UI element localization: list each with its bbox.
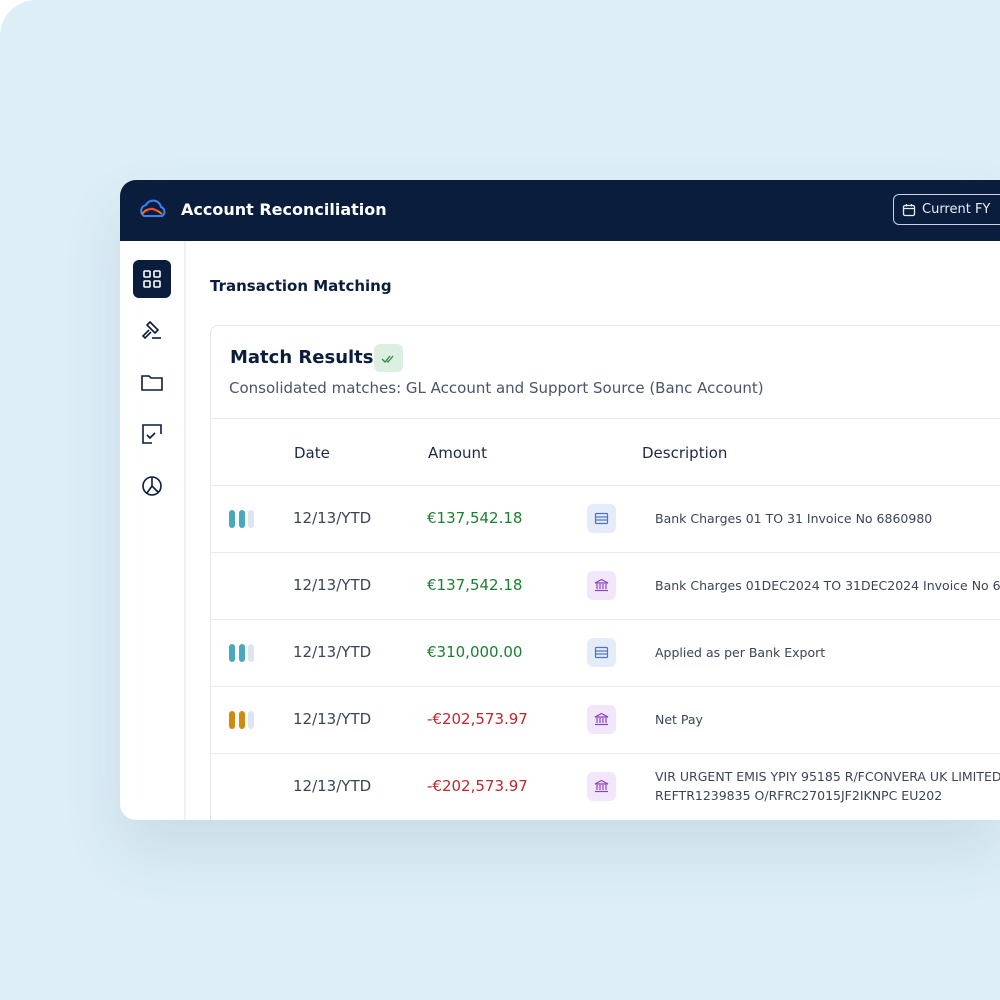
description-line: Applied as per Bank Export bbox=[655, 644, 826, 660]
period-label: Current FY bbox=[922, 202, 991, 217]
amount-cell: €137,542.18 bbox=[427, 509, 523, 527]
description-cell: Applied as per Bank Export bbox=[655, 643, 825, 662]
description-cell: VIR URGENT EMIS YPIY 95185 R/FCONVERA UK… bbox=[655, 767, 1000, 805]
icon-glyph bbox=[594, 578, 609, 592]
match-indicator bbox=[229, 644, 235, 662]
row-divider bbox=[211, 619, 1000, 620]
column-header: Amount bbox=[428, 444, 487, 462]
card-title: Match Results bbox=[230, 347, 374, 368]
description-line: VIR URGENT EMIS YPIY 95185 R/FCONVERA UK… bbox=[655, 769, 1000, 784]
app-title: Account Reconciliation bbox=[181, 200, 387, 219]
amount-cell: -€202,573.97 bbox=[427, 710, 528, 728]
icon-glyph bbox=[594, 779, 609, 793]
source-icon bbox=[587, 571, 616, 600]
row-divider bbox=[211, 686, 1000, 687]
description-cell: Net Pay bbox=[655, 710, 703, 729]
column-header: Description bbox=[642, 444, 728, 462]
nav-reports[interactable] bbox=[140, 474, 164, 498]
amount-cell: €137,542.18 bbox=[427, 576, 523, 594]
description-line: Net Pay bbox=[655, 711, 703, 727]
icon-glyph bbox=[594, 712, 609, 726]
description-line: Bank Charges 01DEC2024 TO 31DEC2024 Invo… bbox=[655, 577, 1000, 593]
match-indicator bbox=[238, 510, 245, 528]
column-header: Date bbox=[294, 444, 330, 462]
grid-icon bbox=[143, 270, 161, 288]
source-icon bbox=[587, 772, 616, 801]
match-indicator bbox=[248, 644, 254, 662]
description-line: REFTR1239835 O/RFRC27015JF2IKNPC EU202 bbox=[655, 788, 943, 803]
amount-cell: €310,000.00 bbox=[427, 643, 523, 661]
date-cell: 12/13/YTD bbox=[293, 643, 372, 661]
source-icon bbox=[587, 504, 616, 533]
date-cell: 12/13/YTD bbox=[293, 509, 372, 527]
match-indicator bbox=[238, 711, 245, 729]
divider bbox=[211, 485, 1000, 486]
nav-dashboard[interactable] bbox=[133, 260, 171, 298]
row-divider bbox=[211, 753, 1000, 754]
results-card: Match Results Consolidated matches: GL A… bbox=[210, 325, 1000, 820]
date-cell: 12/13/YTD bbox=[293, 576, 372, 594]
amount-cell: -€202,573.97 bbox=[427, 777, 528, 795]
calendar-icon bbox=[902, 204, 916, 217]
nav-files[interactable] bbox=[140, 371, 164, 395]
icon-glyph bbox=[594, 646, 609, 659]
page-title: Transaction Matching bbox=[210, 277, 392, 295]
match-indicator bbox=[248, 510, 254, 528]
description-cell: Bank Charges 01DEC2024 TO 31DEC2024 Invo… bbox=[655, 576, 1000, 595]
match-indicator bbox=[229, 711, 235, 729]
description-cell: Bank Charges 01 TO 31 Invoice No 6860980 bbox=[655, 509, 932, 528]
nav-rules[interactable] bbox=[140, 319, 164, 343]
date-cell: 12/13/YTD bbox=[293, 710, 372, 728]
match-indicator bbox=[248, 711, 254, 729]
description-line: Bank Charges 01 TO 31 Invoice No 6860980 bbox=[655, 510, 933, 526]
logo bbox=[140, 199, 166, 217]
nav-tasks[interactable] bbox=[140, 422, 164, 446]
top-bar: Account Reconciliation Current FY bbox=[120, 180, 1000, 241]
row-divider bbox=[211, 552, 1000, 553]
app-window: Account Reconciliation Current FY Transa… bbox=[120, 180, 1000, 820]
match-indicator bbox=[229, 510, 235, 528]
match-indicator bbox=[238, 644, 245, 662]
icon-glyph bbox=[594, 512, 609, 525]
status-badge bbox=[374, 344, 403, 372]
card-subtitle: Consolidated matches: GL Account and Sup… bbox=[229, 379, 764, 397]
source-icon bbox=[587, 705, 616, 734]
period-button[interactable]: Current FY bbox=[893, 194, 1000, 225]
divider bbox=[211, 418, 1000, 419]
check-icon bbox=[381, 355, 394, 363]
source-icon bbox=[587, 638, 616, 667]
date-cell: 12/13/YTD bbox=[293, 777, 372, 795]
sidebar bbox=[120, 241, 186, 820]
